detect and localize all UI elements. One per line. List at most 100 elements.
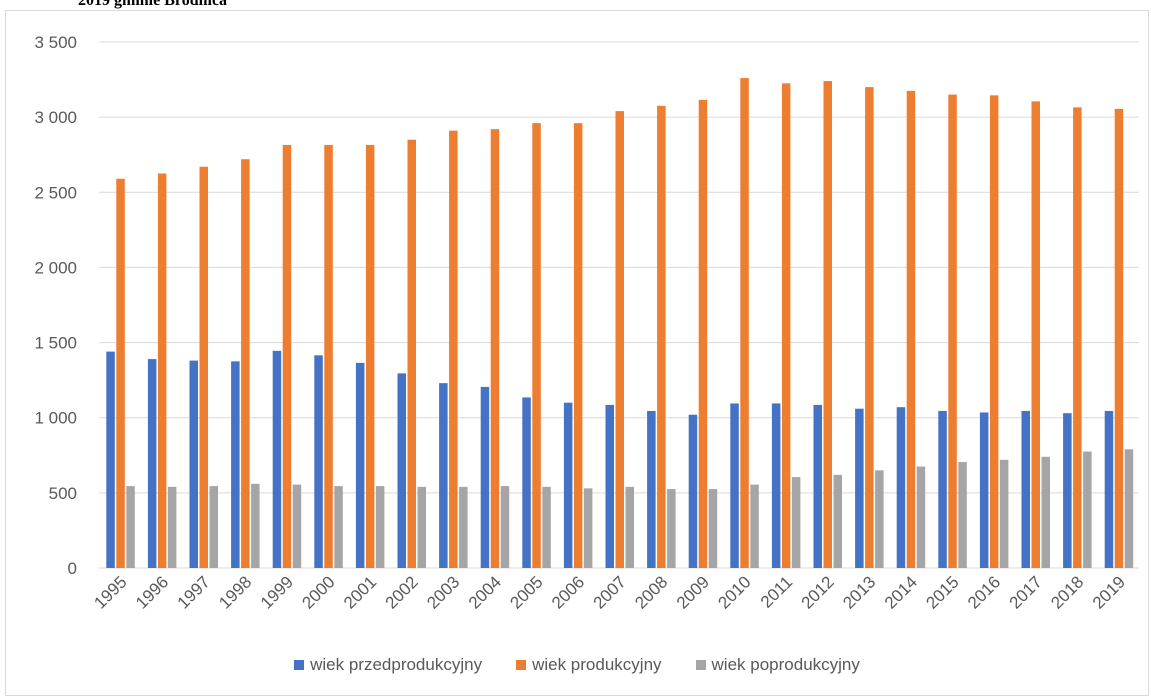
x-tick-label: 2006 xyxy=(548,572,588,612)
bar xyxy=(1021,410,1030,568)
bar xyxy=(1031,101,1040,568)
bar xyxy=(740,78,749,568)
bar xyxy=(522,397,531,568)
bar xyxy=(231,361,240,568)
y-tick-label: 1 000 xyxy=(34,409,77,428)
bar xyxy=(1063,413,1072,568)
bar xyxy=(583,488,593,568)
bar xyxy=(573,123,583,568)
legend-label: wiek przedprodukcyjny xyxy=(310,655,483,674)
bar xyxy=(999,459,1009,568)
bar xyxy=(241,159,250,569)
bar xyxy=(813,404,822,568)
bar xyxy=(407,139,416,568)
bar xyxy=(106,351,115,568)
bar xyxy=(490,129,500,568)
bar xyxy=(251,483,260,568)
bar xyxy=(989,95,999,568)
x-tick-label: 2002 xyxy=(382,572,422,612)
bar xyxy=(563,402,573,568)
bar xyxy=(1041,456,1050,568)
x-tick-label: 2009 xyxy=(673,572,713,612)
x-tick-label: 2008 xyxy=(631,572,671,612)
bar xyxy=(282,144,292,568)
bar xyxy=(542,486,551,568)
bar xyxy=(855,408,864,568)
x-tick-label: 2019 xyxy=(1089,572,1129,612)
y-tick-label: 1 500 xyxy=(34,334,77,353)
bar xyxy=(938,410,947,568)
bar xyxy=(334,486,343,568)
x-tick-label: 2004 xyxy=(465,572,505,612)
bar xyxy=(292,484,302,568)
x-tick-label: 2012 xyxy=(798,572,838,612)
x-tick-label: 1995 xyxy=(90,572,130,612)
x-tick-label: 2005 xyxy=(506,572,546,612)
x-tick-label: 2016 xyxy=(964,572,1004,612)
bar xyxy=(657,105,666,568)
bar xyxy=(647,410,656,568)
y-tick-label: 500 xyxy=(49,484,77,503)
bar xyxy=(750,484,759,568)
bar xyxy=(417,486,426,568)
bar xyxy=(116,178,125,568)
x-tick-label: 2007 xyxy=(590,572,630,612)
y-tick-label: 0 xyxy=(68,559,77,578)
legend-item: wiek produkcyjny xyxy=(516,655,662,675)
legend-label: wiek poprodukcyjny xyxy=(711,655,860,674)
bar xyxy=(698,99,708,569)
bar xyxy=(126,486,135,568)
bar xyxy=(147,359,157,568)
x-tick-label: 1997 xyxy=(174,572,214,612)
bar xyxy=(167,486,177,568)
y-tick-label: 3 000 xyxy=(34,108,77,127)
bar xyxy=(324,144,333,568)
bar xyxy=(948,94,957,568)
legend-item: wiek przedprodukcyjny xyxy=(294,655,482,675)
bar xyxy=(865,87,874,568)
x-tick-label: 1998 xyxy=(215,572,255,612)
bar xyxy=(532,123,541,568)
y-tick-label: 2 000 xyxy=(34,258,77,277)
bar xyxy=(916,466,926,568)
bar xyxy=(708,489,718,568)
y-tick-label: 3 500 xyxy=(34,33,77,52)
bar xyxy=(896,407,906,568)
bar xyxy=(781,83,791,568)
bar xyxy=(314,355,323,568)
x-tick-label: 2013 xyxy=(839,572,879,612)
x-tick-label: 2010 xyxy=(714,572,754,612)
bar xyxy=(1083,451,1092,568)
x-tick-label: 2018 xyxy=(1047,572,1087,612)
legend-label: wiek produkcyjny xyxy=(532,655,662,674)
x-tick-label: 2003 xyxy=(423,572,463,612)
bar xyxy=(625,486,634,568)
y-tick-label: 2 500 xyxy=(34,183,77,202)
bar xyxy=(823,81,832,569)
bar xyxy=(1073,107,1082,569)
bar xyxy=(906,90,916,568)
bar xyxy=(500,486,510,568)
bar xyxy=(397,373,406,568)
bar xyxy=(272,350,282,568)
chart-caption: 2019 gminie Brodnica xyxy=(78,0,228,9)
bar xyxy=(979,412,989,568)
bar xyxy=(958,462,967,568)
x-tick-label: 2014 xyxy=(881,572,921,612)
bar xyxy=(189,360,198,568)
x-tick-label: 1996 xyxy=(132,572,172,612)
bar xyxy=(667,489,676,568)
bar xyxy=(771,403,781,568)
bar xyxy=(365,144,375,568)
legend-swatch xyxy=(294,660,305,670)
legend-swatch xyxy=(516,660,527,670)
bar xyxy=(688,414,698,568)
x-tick-label: 2011 xyxy=(757,572,796,611)
x-tick-label: 2000 xyxy=(298,572,338,612)
bar xyxy=(439,383,448,568)
bar xyxy=(1124,449,1134,568)
bar xyxy=(833,474,842,568)
chart-legend: wiek przedprodukcyjny wiek produkcyjny wie… xyxy=(6,655,1148,675)
bar xyxy=(375,486,385,568)
